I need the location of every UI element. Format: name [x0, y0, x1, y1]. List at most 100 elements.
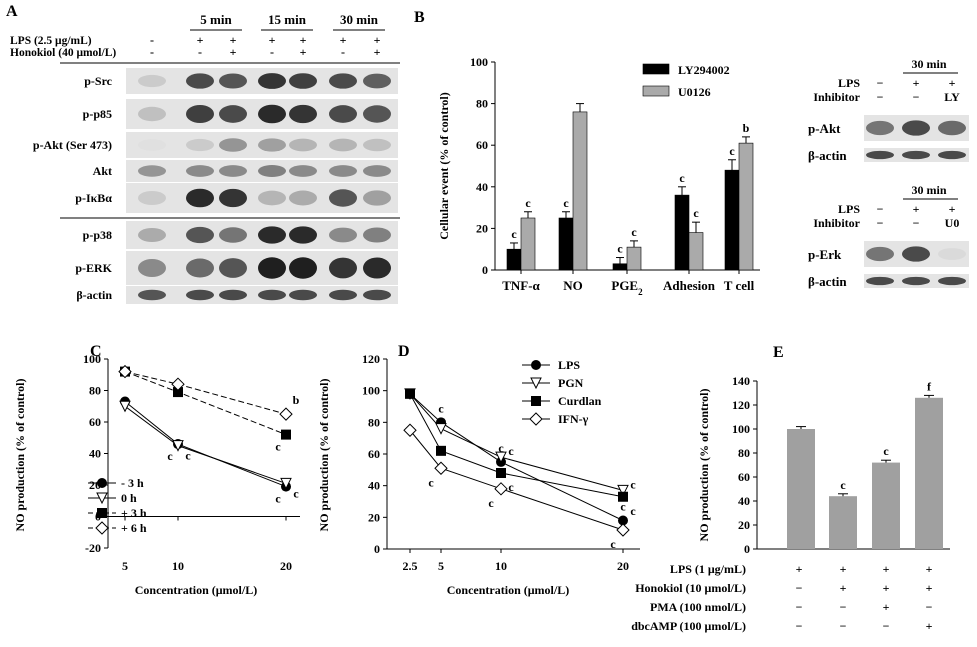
- y-tick-label: 60: [738, 470, 750, 484]
- lps-sign-1: -: [150, 33, 154, 47]
- significance-label: c: [185, 449, 191, 463]
- legend-swatch-2: [642, 85, 670, 97]
- blot-label-2: p-p85: [83, 107, 112, 121]
- point-4-4: [616, 523, 630, 537]
- condition-sign: +: [840, 581, 847, 595]
- legend-label-1: LY294002: [678, 63, 730, 77]
- blot-row-1-band-2: [186, 73, 214, 89]
- series-line-3: [409, 393, 624, 498]
- condition-sign: −: [796, 581, 803, 595]
- inset-erk-blot-row-2-band-3: [938, 276, 966, 286]
- blot-row-5-band-7: [363, 190, 391, 206]
- blot-row-5-band-4: [258, 190, 286, 206]
- blot-label-6: p-p38: [83, 228, 112, 242]
- inset-erk-lps-sign-1: −: [877, 202, 884, 216]
- inset-akt-blot-row-1-band-2: [902, 120, 930, 136]
- legend-marker-4: [95, 521, 109, 535]
- point-3-1: [405, 388, 415, 399]
- y-tick-label: 120: [362, 352, 380, 366]
- y-tick-label: 60: [89, 415, 101, 429]
- blot-row-7-band-4: [258, 257, 286, 279]
- blot-row-3-band-4: [258, 138, 286, 152]
- y-tick-label: 60: [368, 447, 380, 461]
- series-line-1: [409, 393, 624, 521]
- significance-label: c: [275, 440, 281, 454]
- inset-erk-inhibitor-sign-1: −: [877, 216, 884, 230]
- inset-erk-inhibitor-sign-3: U0: [945, 216, 960, 230]
- inset-erk-blot-row-1-band-2: [902, 246, 930, 262]
- inset-erk-inhibitor-sign-2: −: [913, 216, 920, 230]
- condition-label-2: Honokiol (10 μmol/L): [635, 581, 746, 595]
- y-tick-label: 0: [482, 263, 488, 277]
- inset-akt-inhibitor-sign-3: LY: [944, 90, 960, 104]
- y-tick-label: 20: [476, 221, 488, 235]
- blot-row-6-band-1: [138, 228, 166, 242]
- y-tick-label: 100: [470, 55, 488, 69]
- bar-1: [787, 429, 815, 549]
- panel-d-letter: D: [398, 343, 410, 360]
- blot-row-8-band-6: [329, 289, 357, 301]
- significance-label: c: [631, 225, 637, 239]
- lps-sign-3: +: [230, 33, 237, 47]
- inset-akt-blot-row-2-band-1: [866, 150, 894, 160]
- inset-erk-lps-label: LPS: [838, 202, 860, 216]
- point-2-1: [119, 400, 131, 413]
- significance-label: c: [840, 478, 846, 492]
- blot-row-3-band-1: [138, 139, 166, 151]
- legend-label-2: 0 h: [121, 491, 137, 505]
- blot-row-7-band-1: [138, 258, 166, 278]
- significance-label: c: [498, 441, 504, 455]
- blot-row-4-band-5: [289, 165, 317, 177]
- blot-row-2-band-7: [363, 105, 391, 123]
- bar-LY294002-1: [506, 248, 522, 271]
- blot-row-4-band-1: [138, 165, 166, 177]
- point-1-4: [618, 515, 628, 526]
- blot-row-1-band-5: [289, 73, 317, 89]
- blot-row-6-band-4: [258, 226, 286, 244]
- legend-label-3: + 3 h: [121, 506, 147, 520]
- lps-treatment-label: LPS (2.5 μg/mL): [10, 35, 92, 47]
- honokiol-sign-1: -: [150, 45, 154, 59]
- y-axis-label: Cellular event (% of control): [437, 92, 451, 240]
- inset-erk-blot-label-1: p-Erk: [808, 247, 842, 262]
- bar-LY294002-2: [558, 217, 574, 271]
- point-3-3: [281, 429, 291, 440]
- legend-label-4: + 6 h: [121, 521, 147, 535]
- significance-label: c: [610, 537, 616, 551]
- blot-row-5-band-5: [289, 190, 317, 206]
- condition-sign: −: [840, 619, 847, 633]
- x-tick-label: 5: [122, 559, 128, 573]
- panel-c: C -2002040608010051020Concentration (μmo…: [13, 343, 300, 597]
- condition-sign: −: [926, 600, 933, 614]
- y-tick-label: 40: [89, 447, 101, 461]
- condition-sign: +: [883, 581, 890, 595]
- blot-row-7-band-3: [219, 258, 247, 278]
- inset-erk-blot-row-1-band-1: [866, 246, 894, 262]
- legend-label-4: IFN-γ: [558, 412, 589, 426]
- blot-row-6-band-7: [363, 227, 391, 243]
- significance-label: c: [883, 444, 889, 458]
- series-line-4: [124, 371, 287, 415]
- category-subscript: 2: [638, 287, 643, 297]
- bar-U0126-2: [572, 111, 588, 271]
- blot-label-3: p-Akt (Ser 473): [33, 138, 112, 152]
- blot-row-2-band-6: [329, 105, 357, 123]
- y-axis-label: NO production (% of control): [697, 389, 711, 542]
- significance-label: c: [679, 171, 685, 185]
- bar-U0126-1: [520, 217, 536, 271]
- x-axis-label: Concentration (μmol/L): [447, 583, 569, 597]
- condition-sign: +: [840, 562, 847, 576]
- legend-marker-1: [97, 478, 107, 488]
- y-tick-label: 140: [732, 374, 750, 388]
- time-label-1: 5 min: [200, 12, 232, 27]
- inset-akt-blot-row-2-band-3: [938, 150, 966, 160]
- panel-b: B 0 20 40 60 80 100 Cellular event (% of contr…: [414, 9, 760, 297]
- significance-label: c: [630, 477, 636, 491]
- significance-label: c: [511, 227, 517, 241]
- blot-row-3-band-3: [219, 138, 247, 152]
- y-tick-label: 80: [476, 97, 488, 111]
- bar-LY294002-4: [674, 194, 690, 271]
- condition-label-4: dbcAMP (100 μmol/L): [631, 619, 746, 633]
